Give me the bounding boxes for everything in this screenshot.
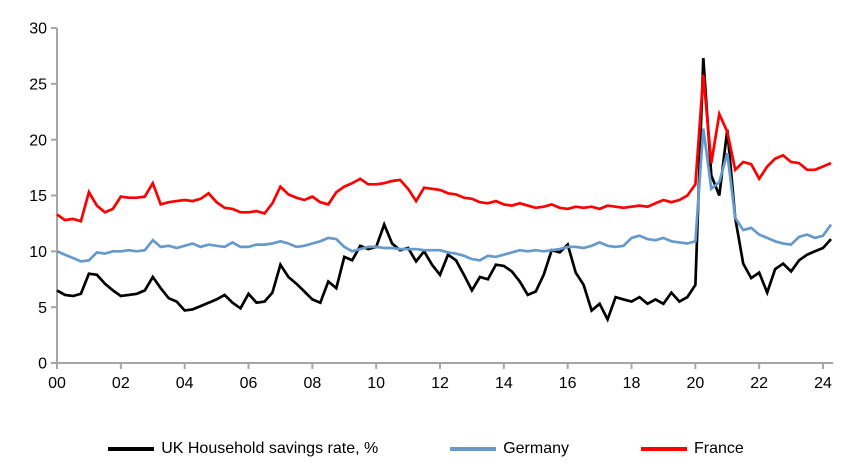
- x-axis-tick-label: 20: [686, 375, 704, 392]
- legend-line-germany-swatch: [450, 447, 497, 451]
- y-axis-tick-label: 5: [38, 300, 47, 317]
- x-axis-tick-label: 24: [814, 375, 832, 392]
- x-axis-tick-label: 10: [367, 375, 385, 392]
- x-axis-tick-label: 22: [750, 375, 768, 392]
- legend-line-uk-swatch: [108, 447, 155, 451]
- y-axis-tick-label: 25: [29, 76, 47, 93]
- legend-line-france-swatch: [641, 447, 687, 451]
- x-axis-tick-label: 04: [176, 375, 194, 392]
- legend-item-france: France: [641, 440, 744, 458]
- legend-label-uk: UK Household savings rate, %: [161, 440, 379, 457]
- x-axis-tick-label: 06: [240, 375, 258, 392]
- chart-line-germany: [56, 128, 833, 263]
- chart-line-uk: [56, 58, 833, 323]
- y-axis-tick-label: 15: [29, 188, 47, 205]
- chart-line-france: [56, 74, 832, 223]
- x-axis-tick-label: 00: [48, 375, 66, 392]
- x-axis-tick-label: 14: [495, 375, 513, 392]
- y-axis-tick-label: 30: [29, 21, 47, 38]
- chart-legend: UK Household savings rate, % Germany Fra…: [0, 440, 852, 458]
- savings-rate-chart: 0 5 10 15 20 25 30 00 02 04 06 08 10 12 14 16 18 20 22 24: [29, 21, 833, 392]
- x-axis-tick-label: 16: [559, 375, 577, 392]
- y-axis-tick-label: 0: [38, 356, 47, 373]
- x-axis-tick-label: 08: [303, 375, 321, 392]
- legend-label-germany: Germany: [503, 440, 569, 457]
- legend-item-germany: Germany: [450, 440, 569, 458]
- x-axis-tick-label: 12: [431, 375, 449, 392]
- legend-item-uk: UK Household savings rate, %: [108, 440, 378, 458]
- y-axis-tick-label: 10: [29, 244, 47, 261]
- y-axis-tick-label: 20: [29, 132, 47, 149]
- x-axis-tick-label: 02: [112, 375, 130, 392]
- legend-label-france: France: [694, 440, 744, 457]
- x-axis-tick-label: 18: [623, 375, 641, 392]
